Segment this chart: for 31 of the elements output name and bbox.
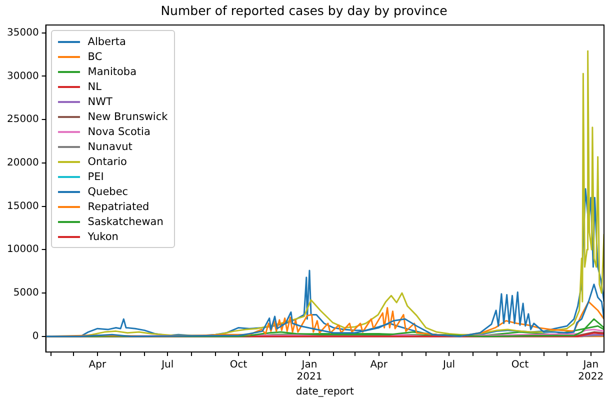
y-tick-label: 5000: [13, 288, 39, 299]
legend-label: NL: [88, 80, 102, 92]
y-tick-label: 35000: [7, 27, 39, 38]
legend-label: NWT: [88, 96, 112, 108]
y-tick-label: 25000: [7, 114, 39, 126]
legend-label: Nova Scotia: [88, 126, 150, 138]
x-axis-title: date_report: [296, 386, 354, 398]
y-tick-label: 30000: [7, 70, 39, 82]
legend-label: PEI: [88, 170, 104, 182]
legend-label: Yukon: [88, 230, 118, 242]
x-tick-label: Jan 2022: [578, 360, 604, 383]
x-tick-label: Jul: [442, 360, 456, 371]
x-tick-label: Apr: [370, 360, 388, 371]
legend-label: Saskatchewan: [88, 216, 164, 228]
y-tick-label: 10000: [7, 244, 39, 256]
y-tick-label: 15000: [7, 200, 39, 212]
x-tick-label: Jul: [160, 360, 174, 371]
y-tick-label: 0: [32, 330, 39, 342]
legend-label: Repatriated: [88, 200, 150, 212]
x-tick-label: Oct: [230, 360, 248, 371]
x-tick-label: Oct: [511, 360, 529, 371]
legend-label: Alberta: [88, 36, 126, 48]
x-tick-label: Apr: [88, 360, 107, 371]
legend-label: Quebec: [88, 186, 128, 198]
y-tick-label: 20000: [7, 158, 39, 169]
legend-label: Nunavut: [88, 140, 132, 152]
legend-label: Manitoba: [88, 66, 137, 78]
chart-title: Number of reported cases by day by province: [160, 2, 448, 18]
legend-label: BC: [88, 50, 102, 62]
legend-label: New Brunswick: [88, 110, 168, 122]
legend-label: Ontario: [88, 156, 127, 168]
